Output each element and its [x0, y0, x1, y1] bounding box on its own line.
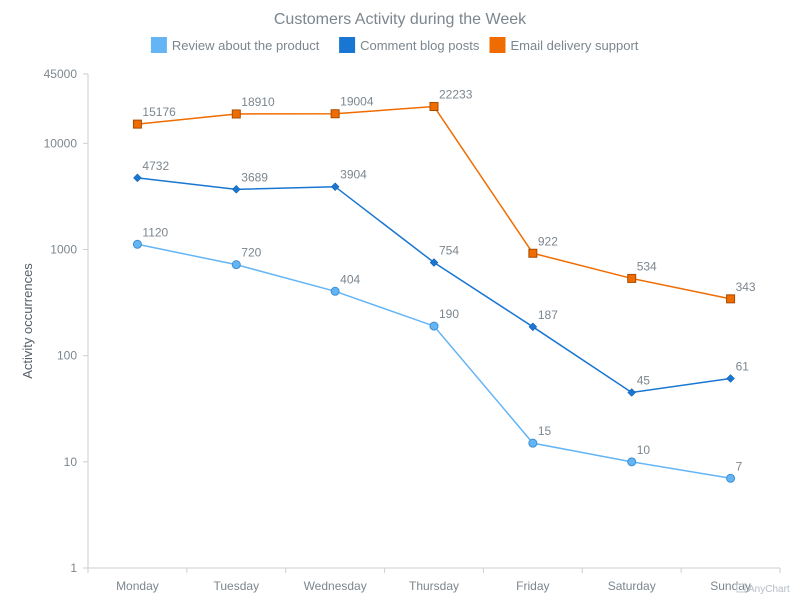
anychart-logo-icon	[736, 583, 746, 593]
x-tick-label: Saturday	[608, 579, 656, 593]
data-label: 7	[736, 459, 743, 473]
series[interactable]	[132, 239, 736, 483]
x-tick-label: Friday	[516, 579, 549, 593]
data-label: 922	[538, 234, 558, 248]
data-point[interactable]	[528, 248, 538, 258]
data-point[interactable]	[429, 258, 439, 267]
data-point[interactable]	[132, 239, 142, 249]
data-point[interactable]	[231, 260, 241, 270]
data-label: 754	[439, 244, 459, 258]
data-label: 404	[340, 272, 360, 286]
series-line	[137, 177, 731, 394]
legend-item[interactable]: Review about the product	[150, 37, 320, 53]
data-point[interactable]	[528, 322, 538, 332]
data-point[interactable]	[627, 388, 637, 397]
legend-swatch	[339, 37, 356, 53]
data-point[interactable]	[429, 102, 439, 112]
data-point[interactable]	[330, 286, 340, 296]
data-point[interactable]	[330, 182, 340, 192]
credits[interactable]: AnyChart	[736, 583, 790, 595]
x-tick-label: Tuesday	[213, 579, 259, 593]
data-label: 1120	[142, 225, 168, 239]
data-point[interactable]	[133, 173, 142, 183]
data-point[interactable]	[627, 457, 637, 467]
data-point[interactable]	[330, 109, 340, 119]
data-point[interactable]	[726, 473, 736, 483]
data-point[interactable]	[132, 119, 142, 129]
legend-item[interactable]: Email delivery support	[489, 37, 639, 53]
legend-item[interactable]: Comment blog posts	[339, 37, 480, 53]
data-labels: 1120 720 404 190 15 10 7 4732 3689 3904 754 187 45 61…	[142, 88, 755, 474]
data-label: 3689	[241, 170, 268, 184]
legend-label: Comment blog posts	[360, 38, 480, 53]
data-label: 343	[736, 280, 756, 294]
series-layer	[132, 102, 736, 483]
y-tick-label: 100	[57, 349, 77, 363]
series[interactable]	[132, 102, 736, 304]
y-tick-label: 10	[64, 455, 78, 469]
data-label: 45	[637, 373, 651, 387]
data-label: 15	[538, 424, 552, 438]
legend-label: Email delivery support	[511, 38, 639, 53]
y-tick-label: 10000	[44, 136, 78, 150]
data-point[interactable]	[726, 294, 736, 304]
axes: 1 10 100 1000 10000 45000 Monday Tuesday Wednesd…	[44, 67, 781, 593]
legend-swatch	[489, 37, 506, 53]
data-point[interactable]	[627, 273, 637, 283]
legend-label: Review about the product	[172, 38, 320, 53]
data-label: 190	[439, 307, 459, 321]
data-label: 61	[736, 359, 750, 373]
y-tick-label: 1	[70, 561, 77, 575]
x-tick-label: Sunday	[710, 579, 751, 593]
y-axis-title: Activity occurrences	[20, 263, 35, 379]
data-label: 18910	[241, 95, 275, 109]
series[interactable]	[133, 173, 735, 397]
data-label: 4732	[142, 159, 169, 173]
data-label: 10	[637, 443, 651, 457]
data-label: 22233	[439, 88, 473, 102]
legend-swatch	[150, 37, 167, 53]
data-point[interactable]	[231, 109, 241, 119]
data-label: 534	[637, 259, 657, 273]
data-point[interactable]	[528, 438, 538, 448]
x-tick-label: Monday	[116, 579, 159, 593]
data-label: 15176	[142, 105, 176, 119]
x-tick-label: Wednesday	[304, 579, 367, 593]
legend[interactable]: Review about the product Comment blog pos…	[150, 37, 639, 53]
y-tick-label: 1000	[50, 243, 77, 257]
data-label: 19004	[340, 95, 374, 109]
credits-text: AnyChart	[748, 584, 790, 595]
data-label: 3904	[340, 168, 367, 182]
x-tick-label: Thursday	[409, 579, 459, 593]
data-label: 720	[241, 246, 261, 260]
data-point[interactable]	[429, 321, 439, 331]
data-point[interactable]	[726, 374, 735, 383]
chart-title: Customers Activity during the Week	[274, 11, 527, 28]
data-label: 187	[538, 308, 558, 322]
y-tick-label: 45000	[44, 67, 78, 81]
data-point[interactable]	[231, 184, 241, 194]
